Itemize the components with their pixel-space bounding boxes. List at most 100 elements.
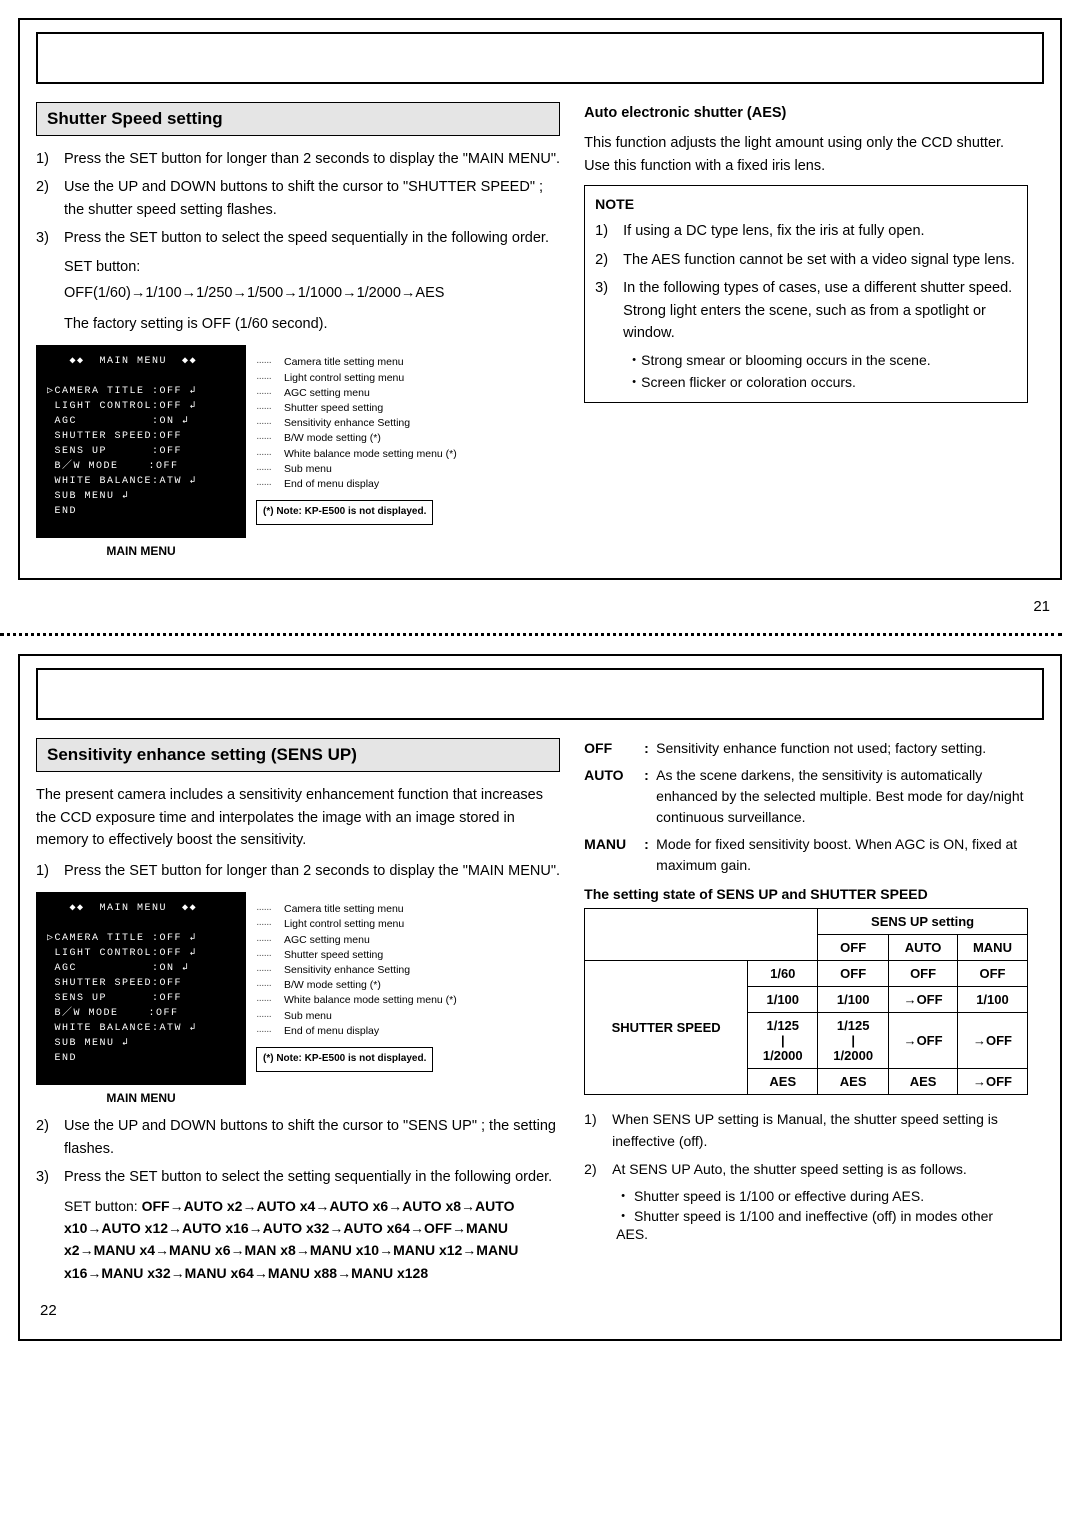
table-row-label: 1/60 xyxy=(748,961,818,987)
dots-icon: ······ xyxy=(256,978,284,993)
dots-icon: ······ xyxy=(256,386,284,401)
step-text: Press the SET button to select the speed… xyxy=(64,227,560,249)
menu-descriptions: ······Camera title setting menu······Lig… xyxy=(256,345,457,524)
table-cell: →OFF xyxy=(958,1013,1027,1069)
set-button-label: SET button: xyxy=(64,256,560,278)
menu-desc-text: Sensitivity enhance Setting xyxy=(284,963,410,978)
note-sub-bullet: ・Screen flicker or coloration occurs. xyxy=(627,372,1017,394)
osd-screen: ◆◆ MAIN MENU ◆◆ ▷CAMERA TITLE :OFF ↲ LIG… xyxy=(36,892,246,1085)
step-text: Use the UP and DOWN buttons to shift the… xyxy=(64,1115,560,1160)
dots-icon: ······ xyxy=(256,993,284,1008)
dots-icon: ······ xyxy=(256,431,284,446)
dots-icon: ······ xyxy=(256,477,284,492)
step-text: Use the UP and DOWN buttons to shift the… xyxy=(64,176,560,221)
dots-icon: ······ xyxy=(256,371,284,386)
menu-desc-text: Camera title setting menu xyxy=(284,355,404,370)
def-term: OFF xyxy=(584,738,644,759)
table-corner xyxy=(585,909,818,961)
menu-desc-text: End of menu display xyxy=(284,1024,379,1039)
dots-icon: ······ xyxy=(256,1009,284,1024)
osd-note-small: (*) Note: KP-E500 is not displayed. xyxy=(256,500,433,525)
menu-caption: MAIN MENU xyxy=(36,544,246,558)
step-text: Press the SET button to select the setti… xyxy=(64,1166,560,1188)
table-cell: →OFF xyxy=(888,987,957,1013)
set-sequence: OFF(1/60)→1/100→1/250→1/500→1/1000→1/200… xyxy=(64,282,560,304)
dots-icon: ······ xyxy=(256,948,284,963)
table-col-head: MANU xyxy=(958,935,1027,961)
page-separator xyxy=(0,633,1062,636)
dots-icon: ······ xyxy=(256,355,284,370)
right-notes: 1)When SENS UP setting is Manual, the sh… xyxy=(584,1109,1028,1180)
step-num: 2) xyxy=(36,1115,64,1160)
step-text: Press the SET button for longer than 2 s… xyxy=(64,148,560,170)
def-colon: : xyxy=(644,834,656,876)
page-header-box xyxy=(36,668,1044,720)
section-title: Sensitivity enhance setting (SENS UP) xyxy=(36,738,560,772)
definitions: OFF:Sensitivity enhance function not use… xyxy=(584,738,1028,876)
def-desc: As the scene darkens, the sensitivity is… xyxy=(656,765,1028,828)
def-colon: : xyxy=(644,765,656,828)
right-sub-bullet: ・ Shutter speed is 1/100 and ineffective… xyxy=(616,1206,1028,1242)
factory-setting: The factory setting is OFF (1/60 second)… xyxy=(64,313,560,335)
note-list: 1)If using a DC type lens, fix the iris … xyxy=(595,220,1017,344)
table-cell: OFF xyxy=(958,961,1027,987)
def-term: MANU xyxy=(584,834,644,876)
note-num: 3) xyxy=(595,277,623,344)
step-num: 2) xyxy=(36,176,64,221)
dots-icon: ······ xyxy=(256,416,284,431)
note-num: 1) xyxy=(595,220,623,242)
menu-caption: MAIN MENU xyxy=(36,1091,246,1105)
aes-title: Auto electronic shutter (AES) xyxy=(584,102,1028,124)
content-columns: Shutter Speed setting 1)Press the SET bu… xyxy=(36,102,1044,558)
table-col-head: AUTO xyxy=(888,935,957,961)
title-part-a: Sensitivity enhance xyxy=(47,745,210,764)
note-num: 2) xyxy=(595,249,623,271)
def-term: AUTO xyxy=(584,765,644,828)
step-num: 3) xyxy=(36,1166,64,1188)
table-row-label: 1/125 | 1/2000 xyxy=(748,1013,818,1069)
table-col-head: OFF xyxy=(818,935,888,961)
dots-icon: ······ xyxy=(256,902,284,917)
intro-text: The present camera includes a sensitivit… xyxy=(36,784,560,851)
note-text: At SENS UP Auto, the shutter speed setti… xyxy=(612,1159,1028,1181)
page-22: Sensitivity enhance setting (SENS UP) Th… xyxy=(18,654,1062,1341)
dots-icon: ······ xyxy=(256,462,284,477)
note-sub-bullet: ・Strong smear or blooming occurs in the … xyxy=(627,350,1017,372)
table-cell: AES xyxy=(888,1069,957,1095)
table-cell: OFF xyxy=(888,961,957,987)
menu-desc-text: Sub menu xyxy=(284,462,332,477)
def-desc: Sensitivity enhance function not used; f… xyxy=(656,738,1028,759)
menu-desc-text: Shutter speed setting xyxy=(284,401,383,416)
step-text: Press the SET button for longer than 2 s… xyxy=(64,860,560,882)
table-cell: →OFF xyxy=(888,1013,957,1069)
seq-intro: SET button: xyxy=(64,1198,142,1214)
menu-descriptions: ······Camera title setting menu······Lig… xyxy=(256,892,457,1071)
sequence-block: SET button: OFF→AUTO x2→AUTO x4→AUTO x6→… xyxy=(64,1195,560,1285)
table-cell: OFF xyxy=(818,961,888,987)
page-header-box xyxy=(36,32,1044,84)
main-menu-block: ◆◆ MAIN MENU ◆◆ ▷CAMERA TITLE :OFF ↲ LIG… xyxy=(36,892,560,1105)
table-row-head: SHUTTER SPEED xyxy=(585,961,748,1095)
menu-desc-text: Sensitivity enhance Setting xyxy=(284,416,410,431)
menu-desc-text: End of menu display xyxy=(284,477,379,492)
note-text: When SENS UP setting is Manual, the shut… xyxy=(612,1109,1028,1152)
steps-list: 1)Press the SET button for longer than 2… xyxy=(36,148,560,250)
section-title: Shutter Speed setting xyxy=(36,102,560,136)
page-number: 21 xyxy=(0,598,1050,615)
table-title: The setting state of SENS UP and SHUTTER… xyxy=(584,886,1028,902)
dots-icon: ······ xyxy=(256,401,284,416)
menu-desc-text: White balance mode setting menu (*) xyxy=(284,993,457,1008)
note-num: 2) xyxy=(584,1159,612,1181)
menu-desc-text: Camera title setting menu xyxy=(284,902,404,917)
title-part-b: setting (SENS UP) xyxy=(210,745,356,764)
aes-description: This function adjusts the light amount u… xyxy=(584,132,1028,177)
def-colon: : xyxy=(644,738,656,759)
table-cell: →OFF xyxy=(958,1069,1027,1095)
note-box: NOTE 1)If using a DC type lens, fix the … xyxy=(584,185,1028,402)
def-desc: Mode for fixed sensitivity boost. When A… xyxy=(656,834,1028,876)
page-21: Shutter Speed setting 1)Press the SET bu… xyxy=(18,18,1062,580)
table-row-label: 1/100 xyxy=(748,987,818,1013)
steps-list: 1)Press the SET button for longer than 2… xyxy=(36,860,560,882)
table-cell: 1/100 xyxy=(958,987,1027,1013)
menu-desc-text: B/W mode setting (*) xyxy=(284,978,381,993)
